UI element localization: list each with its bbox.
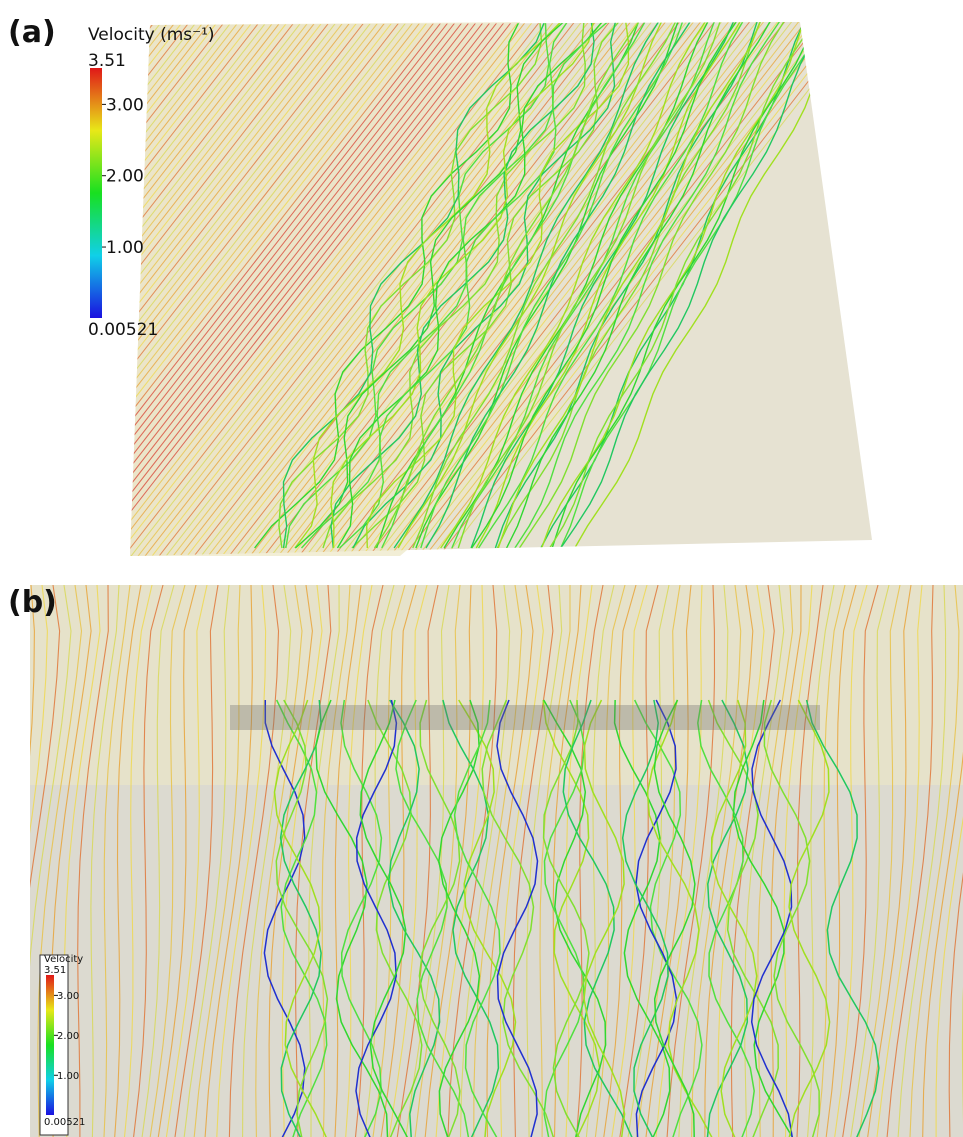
colorbar-max: 3.51 bbox=[44, 965, 66, 976]
panel-label: (b) bbox=[8, 585, 57, 620]
hatch-line bbox=[0, 20, 121, 560]
colorbar-tick-label: 2.00 bbox=[106, 167, 144, 187]
streamline bbox=[0, 585, 34, 1137]
colorbar-title: Velocity (ms⁻¹) bbox=[88, 25, 215, 45]
colorbar bbox=[90, 68, 102, 318]
colorbar bbox=[46, 975, 54, 1115]
colorbar-tick-label: 3.00 bbox=[106, 95, 144, 115]
rock-outcrop bbox=[230, 705, 820, 730]
colorbar-min: 0.00521 bbox=[88, 320, 158, 340]
terrain-b-shade bbox=[30, 585, 963, 785]
colorbar-title: Velocity bbox=[44, 954, 83, 965]
colorbar-tick-label: 2.00 bbox=[57, 1031, 79, 1042]
colorbar-tick-label: 1.00 bbox=[57, 1071, 79, 1082]
colorbar-tick-label: 3.00 bbox=[57, 991, 79, 1002]
hatch-line bbox=[0, 20, 100, 560]
colorbar-tick-label: 1.00 bbox=[106, 238, 144, 258]
streamline bbox=[0, 585, 21, 1137]
colorbar-min: 0.00521 bbox=[44, 1117, 85, 1128]
figure: (a) (b) Velocity (ms⁻¹) 3.51 0.00521 3.00 2.… bbox=[0, 0, 963, 1137]
panel-label: (a) bbox=[8, 15, 56, 50]
colorbar-max: 3.51 bbox=[88, 51, 126, 71]
